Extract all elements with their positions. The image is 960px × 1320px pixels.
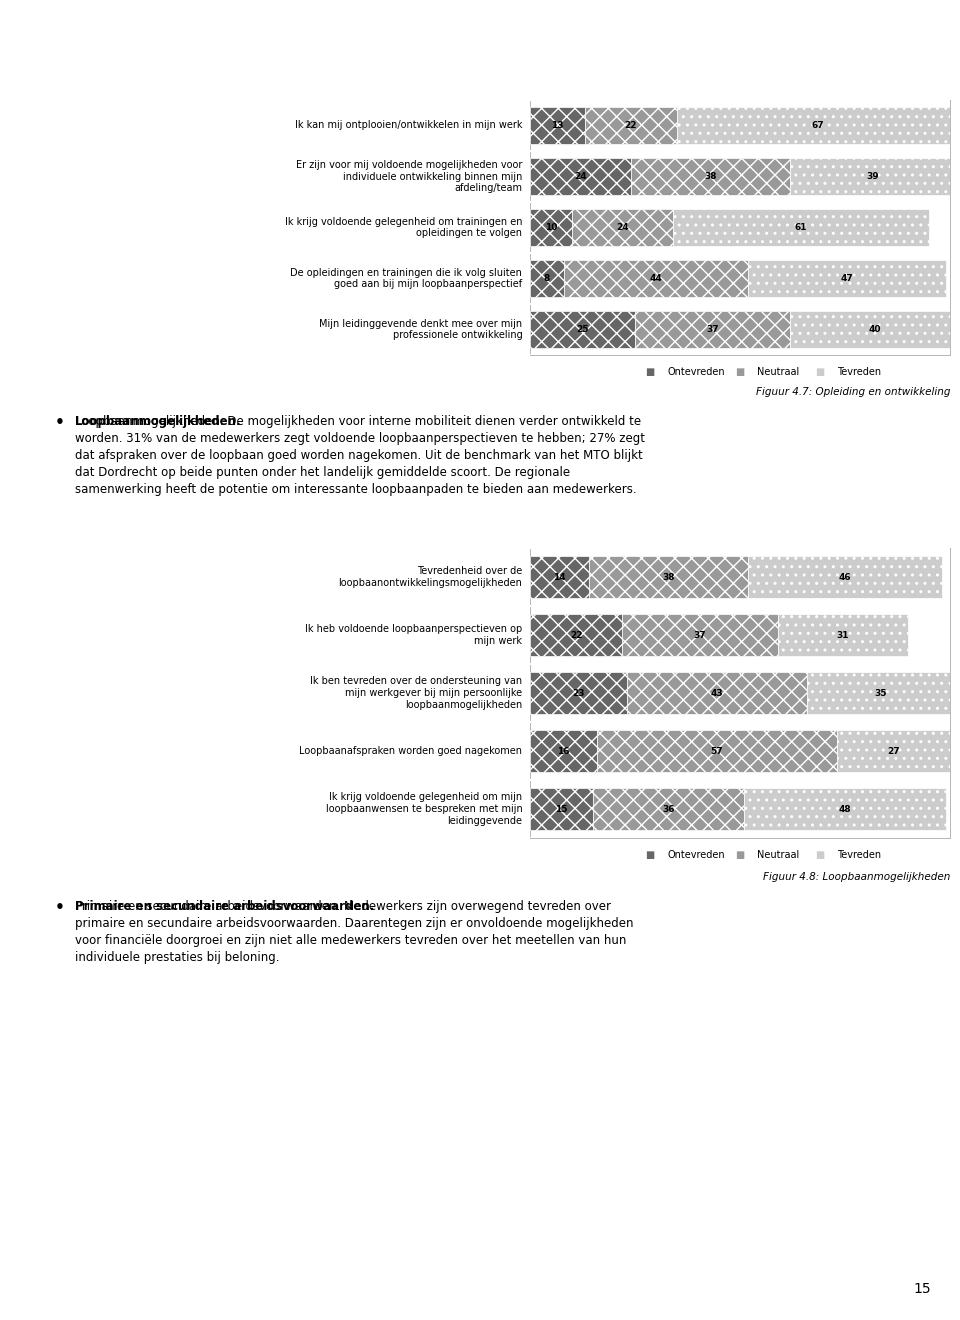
Bar bbox=[530, 312, 635, 348]
Text: 15: 15 bbox=[555, 804, 567, 813]
Text: Tevredenheid over de
loopbaanontwikkelingsmogelijkheden: Tevredenheid over de loopbaanontwikkelin… bbox=[339, 566, 522, 587]
Bar bbox=[530, 556, 588, 598]
Text: 38: 38 bbox=[705, 172, 717, 181]
Text: Tevreden: Tevreden bbox=[837, 850, 881, 861]
Text: Neutraal: Neutraal bbox=[757, 367, 800, 378]
Bar bbox=[635, 312, 790, 348]
Bar bbox=[749, 556, 942, 598]
Bar bbox=[588, 556, 749, 598]
Text: Ontevreden: Ontevreden bbox=[667, 850, 725, 861]
Text: Figuur 4.8: Loopbaanmogelijkheden: Figuur 4.8: Loopbaanmogelijkheden bbox=[762, 873, 950, 882]
Text: 46: 46 bbox=[839, 573, 852, 582]
Text: 36: 36 bbox=[662, 804, 675, 813]
Text: Er zijn voor mij voldoende mogelijkheden voor
individuele ontwikkeling binnen mi: Er zijn voor mij voldoende mogelijkheden… bbox=[296, 160, 522, 193]
Text: 35: 35 bbox=[875, 689, 887, 697]
Text: Primaire en secundaire arbeidsvoorwaarden. Medewerkers zijn overwegend tevreden : Primaire en secundaire arbeidsvoorwaarde… bbox=[75, 900, 634, 964]
Text: ■: ■ bbox=[815, 850, 825, 861]
Text: Ik kan mij ontplooien/ontwikkelen in mijn werk: Ik kan mij ontplooien/ontwikkelen in mij… bbox=[295, 120, 522, 131]
Text: 24: 24 bbox=[574, 172, 587, 181]
Text: 15: 15 bbox=[914, 1282, 931, 1296]
Text: 13: 13 bbox=[551, 121, 564, 129]
Text: 25: 25 bbox=[576, 325, 588, 334]
Text: 67: 67 bbox=[811, 121, 824, 129]
Text: 37: 37 bbox=[707, 325, 719, 334]
Bar bbox=[593, 788, 744, 830]
Text: 14: 14 bbox=[553, 573, 565, 582]
Text: 31: 31 bbox=[837, 631, 850, 639]
Text: Mijn leidinggevende denkt mee over mijn
professionele ontwikkeling: Mijn leidinggevende denkt mee over mijn … bbox=[319, 318, 522, 341]
Text: Ik heb voldoende loopbaanperspectieven op
mijn werk: Ik heb voldoende loopbaanperspectieven o… bbox=[305, 624, 522, 645]
Text: ■: ■ bbox=[645, 367, 655, 378]
Bar bbox=[530, 614, 622, 656]
Bar bbox=[585, 107, 677, 144]
Text: ■: ■ bbox=[815, 367, 825, 378]
Text: Tevreden: Tevreden bbox=[837, 367, 881, 378]
Text: ■: ■ bbox=[735, 850, 745, 861]
Text: ■: ■ bbox=[735, 367, 745, 378]
Bar bbox=[564, 260, 749, 297]
Bar bbox=[530, 730, 597, 772]
Bar bbox=[631, 158, 790, 195]
Text: 48: 48 bbox=[839, 804, 852, 813]
Text: 16: 16 bbox=[558, 747, 570, 755]
Bar bbox=[744, 788, 946, 830]
Text: Ontevreden: Ontevreden bbox=[667, 367, 725, 378]
Text: Ik krijg voldoende gelegenheid om trainingen en
opleidingen te volgen: Ik krijg voldoende gelegenheid om traini… bbox=[285, 216, 522, 239]
Text: •: • bbox=[55, 414, 65, 430]
Text: Loopbaanafspraken worden goed nagekomen: Loopbaanafspraken worden goed nagekomen bbox=[300, 746, 522, 756]
Bar bbox=[530, 788, 593, 830]
Bar bbox=[673, 209, 929, 246]
Bar bbox=[530, 260, 564, 297]
Text: 39: 39 bbox=[866, 172, 878, 181]
Bar bbox=[622, 614, 778, 656]
Text: 22: 22 bbox=[570, 631, 583, 639]
Bar bbox=[790, 158, 954, 195]
Text: 24: 24 bbox=[616, 223, 629, 232]
Text: 43: 43 bbox=[710, 689, 723, 697]
Text: •: • bbox=[55, 900, 65, 915]
Bar bbox=[677, 107, 958, 144]
Text: 22: 22 bbox=[625, 121, 637, 129]
Text: 44: 44 bbox=[650, 275, 662, 282]
Text: 61: 61 bbox=[795, 223, 807, 232]
Bar bbox=[530, 209, 572, 246]
Text: 57: 57 bbox=[710, 747, 723, 755]
Bar bbox=[572, 209, 673, 246]
Text: De opleidingen en trainingen die ik volg sluiten
goed aan bij mijn loopbaanpersp: De opleidingen en trainingen die ik volg… bbox=[291, 268, 522, 289]
Bar bbox=[807, 672, 954, 714]
Bar bbox=[627, 672, 807, 714]
Text: Figuur 4.7: Opleiding en ontwikkeling: Figuur 4.7: Opleiding en ontwikkeling bbox=[756, 387, 950, 397]
Bar bbox=[749, 260, 946, 297]
Text: 47: 47 bbox=[841, 275, 853, 282]
Bar bbox=[597, 730, 836, 772]
Bar bbox=[790, 312, 958, 348]
Text: ■: ■ bbox=[645, 850, 655, 861]
Text: Ik krijg voldoende gelegenheid om mijn
loopbaanwensen te bespreken met mijn
leid: Ik krijg voldoende gelegenheid om mijn l… bbox=[325, 792, 522, 825]
Bar bbox=[530, 158, 631, 195]
Text: Loopbaanmogelijkheden. De mogelijkheden voor interne mobiliteit dienen verder on: Loopbaanmogelijkheden. De mogelijkheden … bbox=[75, 414, 645, 496]
Text: Ik ben tevreden over de ondersteuning van
mijn werkgever bij mijn persoonlijke
l: Ik ben tevreden over de ondersteuning va… bbox=[310, 676, 522, 710]
Bar bbox=[778, 614, 908, 656]
Text: Primaire en secundaire arbeidsvoorwaarden.: Primaire en secundaire arbeidsvoorwaarde… bbox=[75, 900, 374, 913]
Text: 37: 37 bbox=[694, 631, 707, 639]
Bar bbox=[530, 672, 627, 714]
Bar bbox=[530, 107, 585, 144]
Text: 8: 8 bbox=[543, 275, 550, 282]
Text: Loopbaanmogelijkheden.: Loopbaanmogelijkheden. bbox=[75, 414, 242, 428]
Text: 10: 10 bbox=[545, 223, 557, 232]
Text: 38: 38 bbox=[662, 573, 675, 582]
Text: 40: 40 bbox=[868, 325, 880, 334]
Text: 23: 23 bbox=[572, 689, 585, 697]
Text: Neutraal: Neutraal bbox=[757, 850, 800, 861]
Bar bbox=[836, 730, 950, 772]
Text: 27: 27 bbox=[887, 747, 900, 755]
